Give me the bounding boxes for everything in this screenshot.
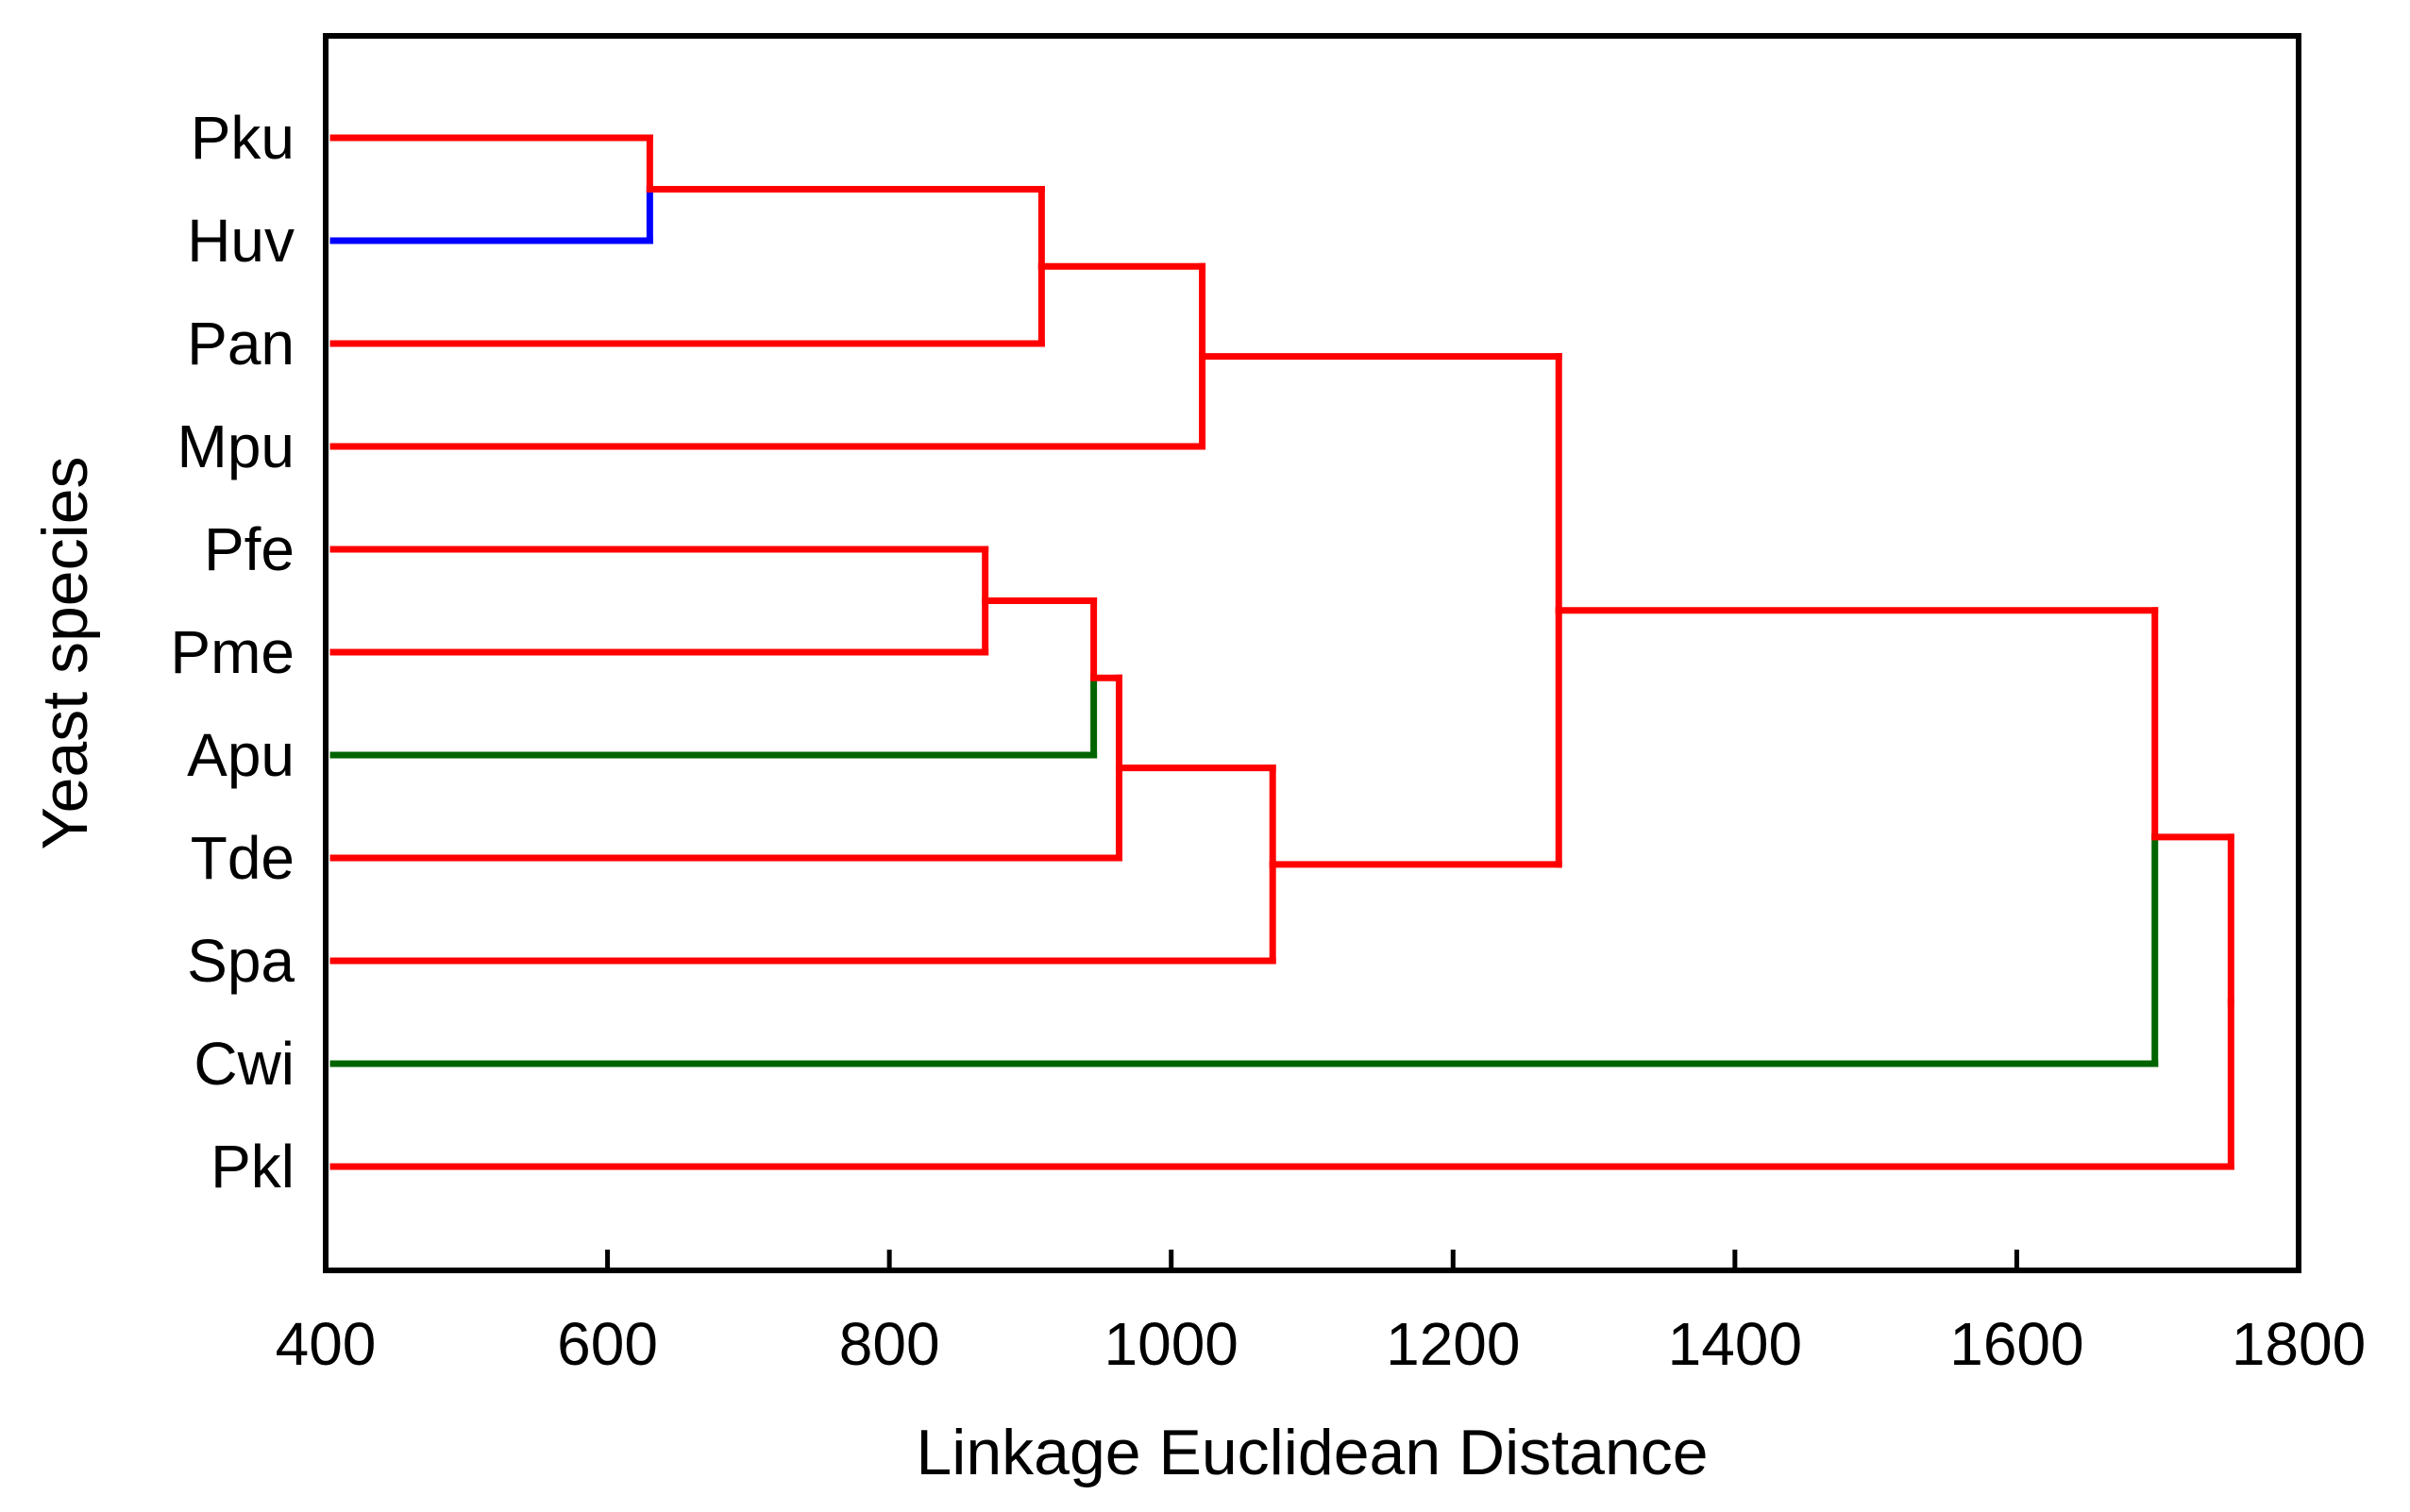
x-axis-ticks: 400 600 800 1000 1200 1400 1600 1800 [276, 1250, 2366, 1378]
leaf-label-pme: Pme [170, 618, 295, 686]
y-axis-title: Yeast species [29, 456, 101, 849]
plot-frame [323, 33, 2301, 1273]
leaf-labels: Pku Huv Pan Mpu Pfe Pme Apu Tde Spa Cwi Pkl [170, 104, 295, 1201]
leaf-label-pfe: Pfe [204, 515, 295, 583]
x-tick-label: 400 [276, 1310, 377, 1378]
x-tick-label: 1000 [1104, 1310, 1239, 1378]
leaf-label-pan: Pan [187, 310, 295, 378]
leaf-label-apu: Apu [187, 721, 295, 789]
leaf-label-spa: Spa [187, 927, 295, 995]
leaf-label-mpu: Mpu [177, 412, 295, 480]
x-axis-title: Linkage Euclidean Distance [916, 1417, 1708, 1488]
leaf-label-tde: Tde [191, 824, 295, 892]
leaf-label-pkl: Pkl [211, 1133, 295, 1201]
leaf-label-pku: Pku [191, 104, 295, 172]
x-tick-label: 1200 [1386, 1310, 1520, 1378]
dendrogram-links [329, 134, 2234, 1170]
leaf-label-cwi: Cwi [194, 1030, 295, 1098]
x-tick-label: 800 [839, 1310, 940, 1378]
x-tick-label: 600 [557, 1310, 658, 1378]
x-tick-label: 1600 [1949, 1310, 2083, 1378]
leaf-label-huv: Huv [187, 207, 295, 275]
x-tick-label: 1800 [2232, 1310, 2366, 1378]
x-tick-label: 1400 [1668, 1310, 1802, 1378]
